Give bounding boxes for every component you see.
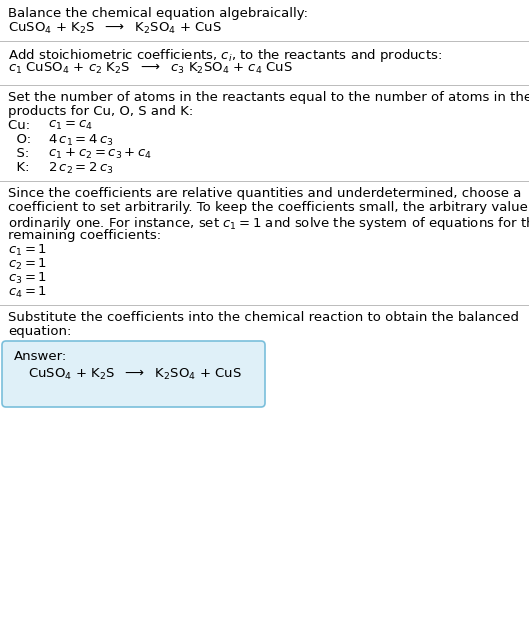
Text: Substitute the coefficients into the chemical reaction to obtain the balanced: Substitute the coefficients into the che…: [8, 311, 519, 324]
Text: $c_2 = 1$: $c_2 = 1$: [8, 257, 47, 272]
Text: Set the number of atoms in the reactants equal to the number of atoms in the: Set the number of atoms in the reactants…: [8, 91, 529, 104]
Text: O:: O:: [8, 133, 35, 146]
Text: remaining coefficients:: remaining coefficients:: [8, 229, 161, 242]
Text: $c_4 = 1$: $c_4 = 1$: [8, 285, 47, 300]
Text: CuSO$_4$ + K$_2$S  $\longrightarrow$  K$_2$SO$_4$ + CuS: CuSO$_4$ + K$_2$S $\longrightarrow$ K$_2…: [8, 21, 222, 36]
Text: S:: S:: [8, 147, 33, 160]
Text: coefficient to set arbitrarily. To keep the coefficients small, the arbitrary va: coefficient to set arbitrarily. To keep …: [8, 201, 529, 214]
Text: CuSO$_4$ + K$_2$S  $\longrightarrow$  K$_2$SO$_4$ + CuS: CuSO$_4$ + K$_2$S $\longrightarrow$ K$_2…: [28, 367, 242, 382]
Text: $2\,c_2 = 2\,c_3$: $2\,c_2 = 2\,c_3$: [44, 161, 114, 176]
Text: Add stoichiometric coefficients, $c_i$, to the reactants and products:: Add stoichiometric coefficients, $c_i$, …: [8, 47, 442, 64]
Text: $c_1$ CuSO$_4$ + $c_2$ K$_2$S  $\longrightarrow$  $c_3$ K$_2$SO$_4$ + $c_4$ CuS: $c_1$ CuSO$_4$ + $c_2$ K$_2$S $\longrigh…: [8, 61, 293, 76]
FancyBboxPatch shape: [2, 341, 265, 407]
Text: Cu:: Cu:: [8, 119, 34, 132]
Text: ordinarily one. For instance, set $c_1 = 1$ and solve the system of equations fo: ordinarily one. For instance, set $c_1 =…: [8, 215, 529, 232]
Text: equation:: equation:: [8, 325, 71, 338]
Text: products for Cu, O, S and K:: products for Cu, O, S and K:: [8, 105, 193, 118]
Text: Since the coefficients are relative quantities and underdetermined, choose a: Since the coefficients are relative quan…: [8, 187, 522, 200]
Text: $4\,c_1 = 4\,c_3$: $4\,c_1 = 4\,c_3$: [44, 133, 114, 148]
Text: Answer:: Answer:: [14, 350, 67, 363]
Text: $c_1 = 1$: $c_1 = 1$: [8, 243, 47, 258]
Text: $c_1 + c_2 = c_3 + c_4$: $c_1 + c_2 = c_3 + c_4$: [44, 147, 152, 161]
Text: $c_1 = c_4$: $c_1 = c_4$: [44, 119, 93, 132]
Text: K:: K:: [8, 161, 34, 174]
Text: $c_3 = 1$: $c_3 = 1$: [8, 271, 47, 286]
Text: Balance the chemical equation algebraically:: Balance the chemical equation algebraica…: [8, 7, 308, 20]
